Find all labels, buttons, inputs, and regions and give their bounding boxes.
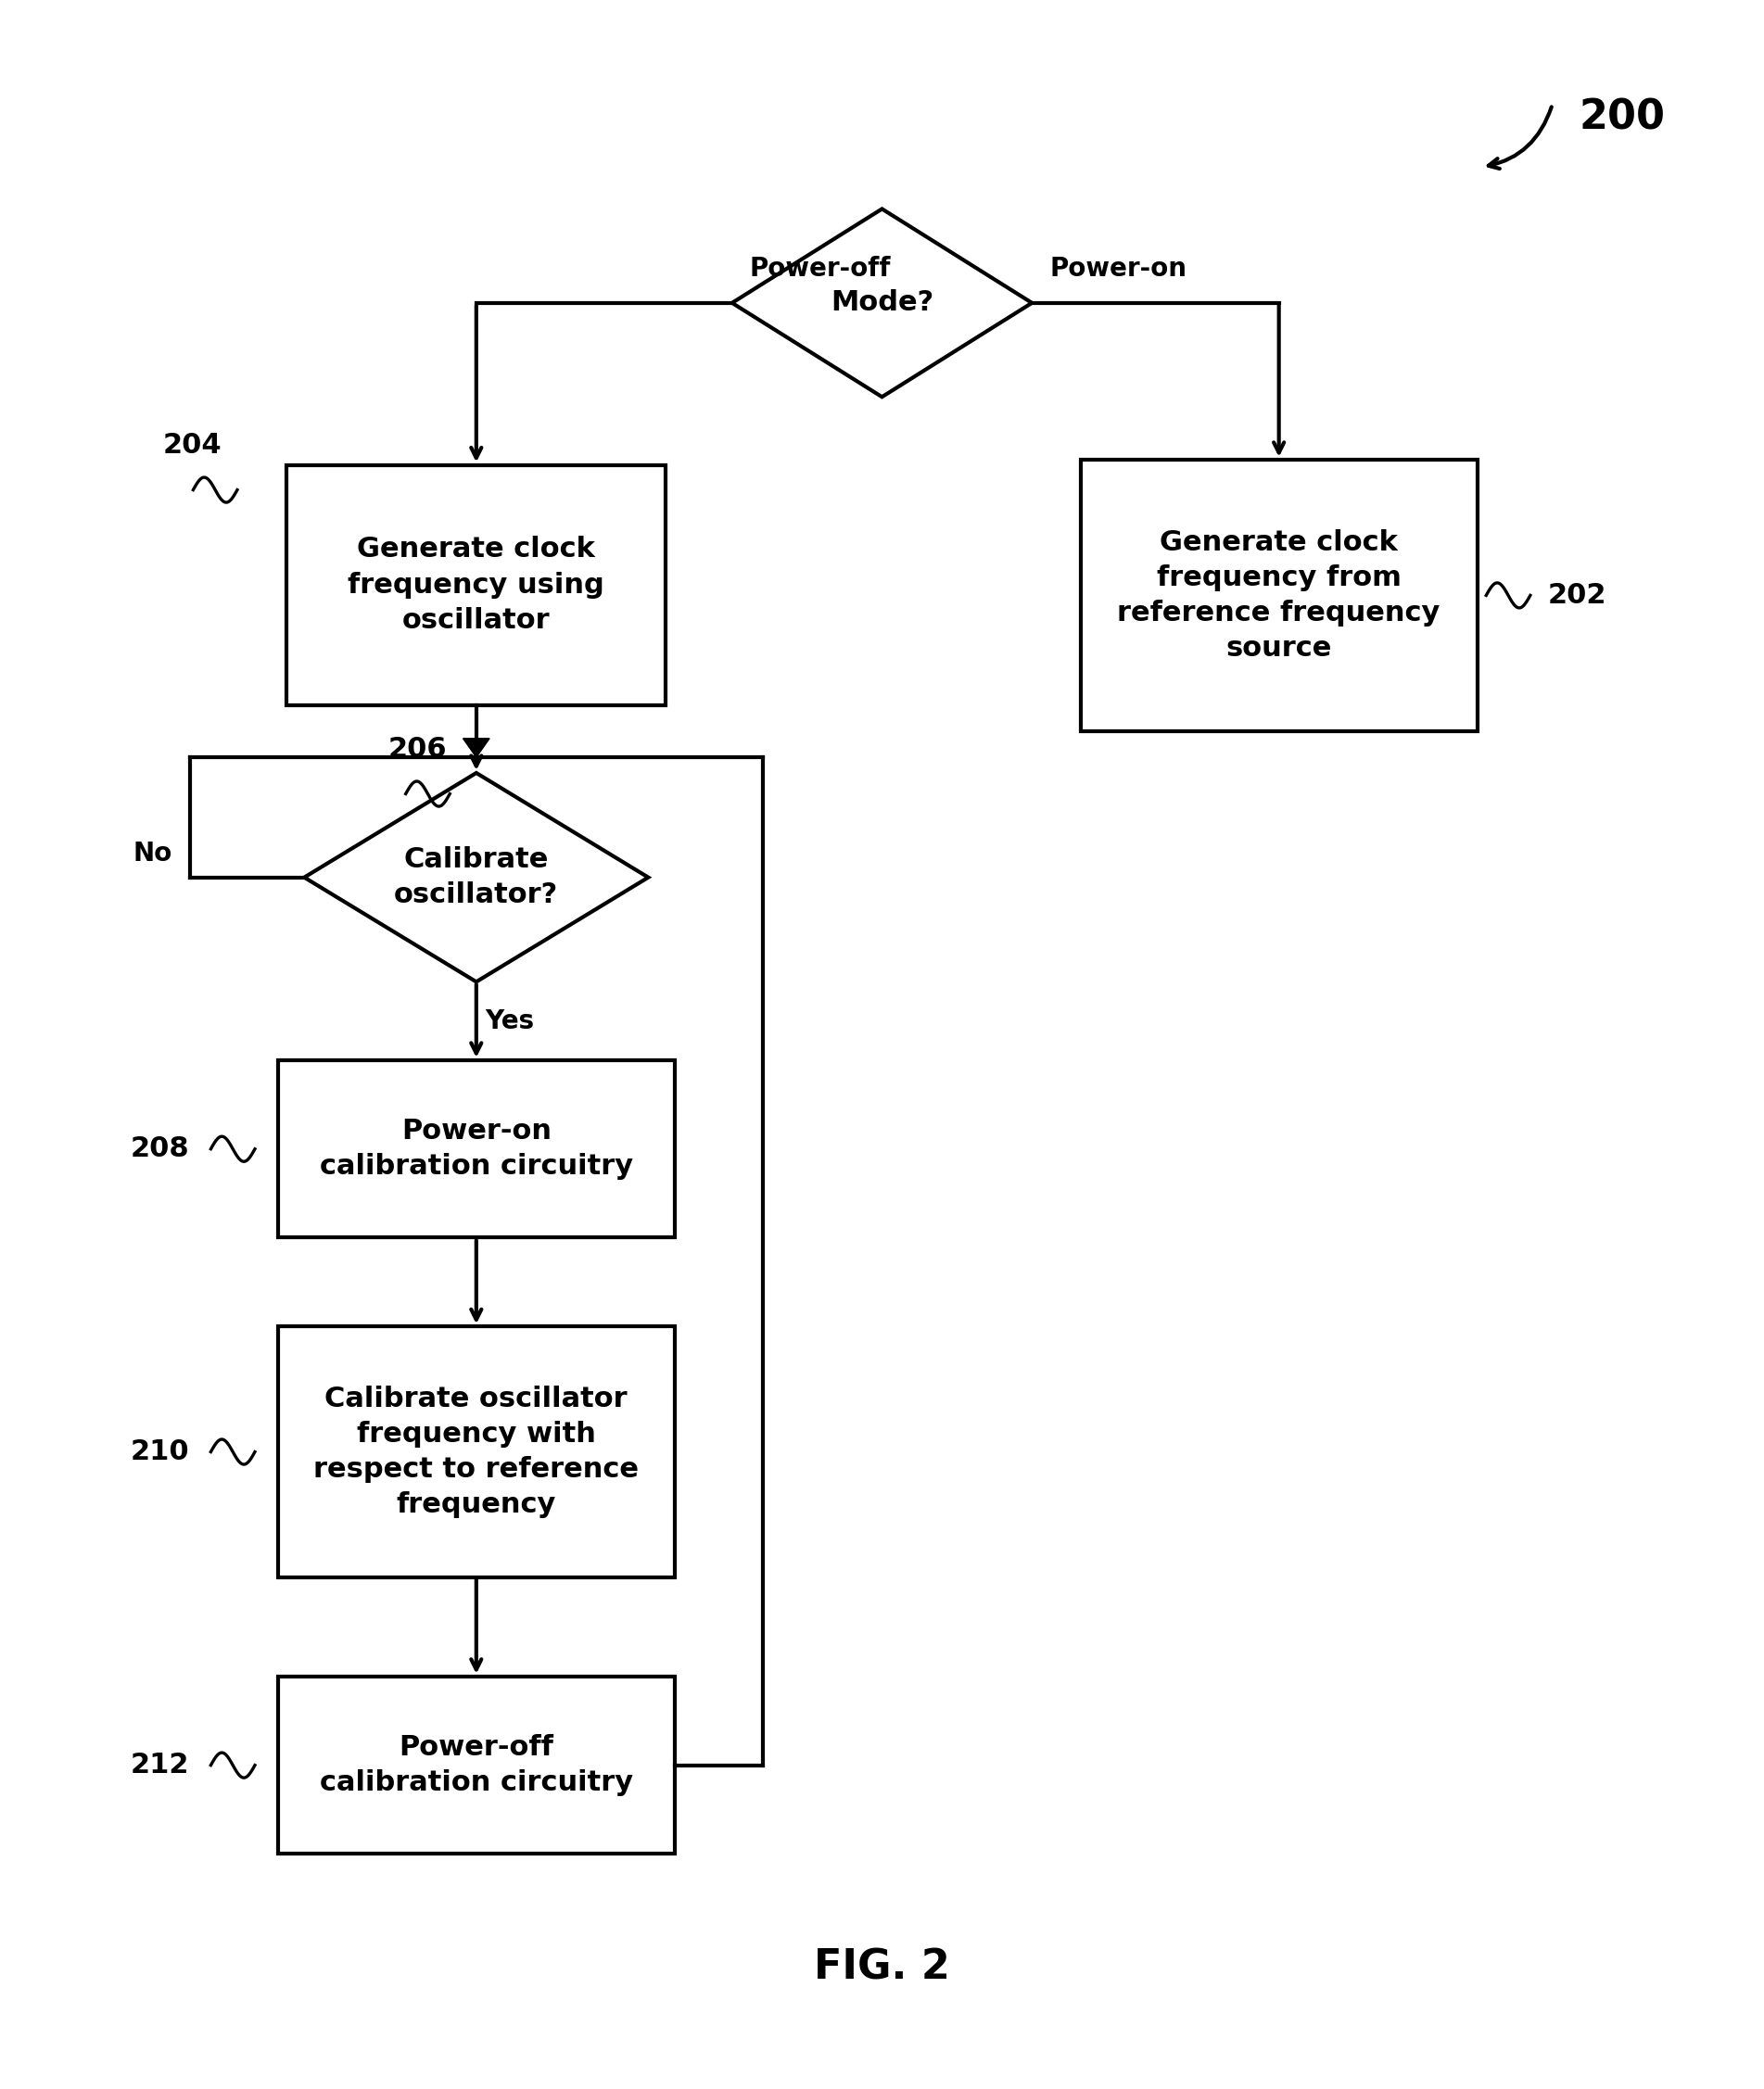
Text: No: No — [132, 842, 173, 867]
Text: Power-off
calibration circuitry: Power-off calibration circuitry — [319, 1734, 633, 1797]
Text: 202: 202 — [1549, 583, 1607, 608]
Text: Mode?: Mode? — [831, 290, 933, 315]
Bar — [279, 1327, 676, 1577]
Polygon shape — [462, 737, 490, 758]
Bar — [1080, 460, 1476, 731]
Text: 200: 200 — [1579, 98, 1665, 138]
FancyArrowPatch shape — [1489, 107, 1552, 169]
Text: 210: 210 — [131, 1439, 191, 1464]
Text: Power-on
calibration circuitry: Power-on calibration circuitry — [319, 1118, 633, 1180]
Bar — [279, 1675, 676, 1855]
Bar — [279, 1059, 676, 1237]
Polygon shape — [732, 209, 1032, 397]
Text: 204: 204 — [164, 432, 222, 460]
Text: Generate clock
frequency from
reference frequency
source: Generate clock frequency from reference … — [1117, 529, 1441, 662]
Text: 206: 206 — [388, 735, 446, 762]
Polygon shape — [305, 773, 649, 982]
Text: Generate clock
frequency using
oscillator: Generate clock frequency using oscillato… — [348, 537, 605, 633]
Bar — [288, 466, 667, 706]
Text: Power-on: Power-on — [1050, 257, 1187, 282]
Text: Calibrate
oscillator?: Calibrate oscillator? — [393, 846, 559, 909]
Text: Calibrate oscillator
frequency with
respect to reference
frequency: Calibrate oscillator frequency with resp… — [314, 1385, 639, 1519]
Text: FIG. 2: FIG. 2 — [813, 1947, 951, 1989]
Text: Power-off: Power-off — [750, 257, 891, 282]
Text: 208: 208 — [131, 1136, 191, 1161]
Text: 212: 212 — [131, 1753, 191, 1778]
Text: Yes: Yes — [485, 1009, 534, 1034]
